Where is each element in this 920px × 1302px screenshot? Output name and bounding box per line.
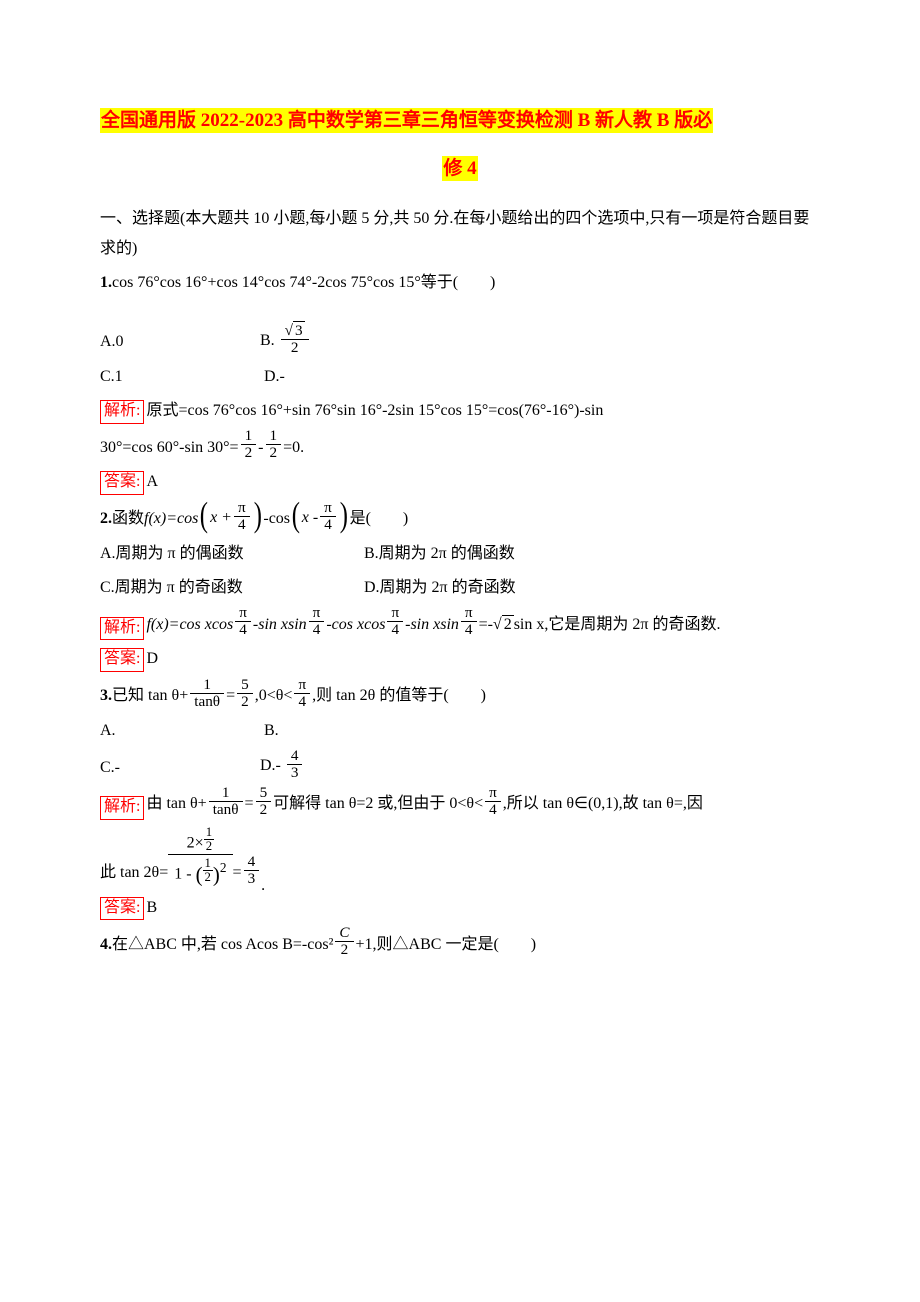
q2-optD: D.周期为 2π 的奇函数 [364,573,524,603]
q2-optC: C.周期为 π 的奇函数 [100,573,360,603]
answer-label: 答案: [100,471,144,495]
answer-label: 答案: [100,648,144,672]
q4-number: 4. [100,930,112,960]
q3-optC: C.- [100,753,260,783]
q1-analysis-a: 原式=cos 76°cos 16°+sin 76°sin 16°-2sin 15… [146,402,603,419]
q3-optB: B. [264,716,424,746]
q1-optB: B. √3 2 [260,325,311,358]
q2-answer: D [146,650,158,667]
q1-optD: D.- [264,362,424,392]
q3-optD: D.- 43 [260,750,304,783]
q2-arg2: ( x - π4 ) [290,502,350,535]
section-intro: 一、选择题(本大题共 10 小题,每小题 5 分,共 50 分.在每小题给出的四… [100,204,820,265]
doc-title-line2: 修 4 [442,156,477,181]
q1-optA: A.0 [100,327,260,357]
answer-label: 答案: [100,897,144,921]
q2-number: 2. [100,504,112,534]
q2-arg1: ( x + π4 ) [198,502,263,535]
analysis-label: 解析: [100,796,144,820]
q1-stem: cos 76°cos 16°+cos 14°cos 74°-2cos 75°co… [112,274,495,291]
doc-title-line1: 全国通用版 2022-2023 高中数学第三章三角恒等变换检测 B 新人教 B … [100,108,713,133]
q2-optA: A.周期为 π 的偶函数 [100,539,360,569]
q1-answer: A [146,473,158,490]
q1-optC: C.1 [100,362,260,392]
q3-optA: A. [100,716,260,746]
q3-bigfrac: 2×12 1 - (12)2 [168,824,232,889]
q1-analysis-b: 30°=cos 60°-sin 30°= [100,433,239,463]
q2-optB: B.周期为 2π 的偶函数 [364,539,524,569]
q1-number: 1. [100,274,112,291]
q3-number: 3. [100,681,112,711]
q3-analysis-l2: 此 tan 2θ= [100,858,168,888]
analysis-label: 解析: [100,400,144,424]
q3-answer: B [146,899,157,916]
analysis-label: 解析: [100,617,144,641]
